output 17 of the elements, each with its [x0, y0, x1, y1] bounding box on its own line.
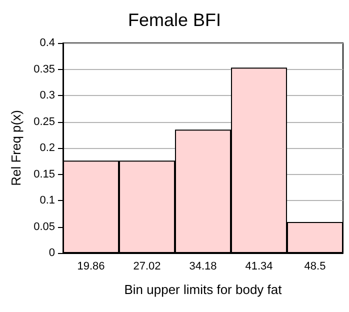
y-tick-label: 0.25 — [34, 116, 55, 128]
chart-title: Female BFI — [128, 10, 222, 30]
x-tick-label: 19.86 — [77, 260, 105, 272]
y-tick-label: 0 — [48, 247, 55, 259]
y-tick-label: 0.1 — [40, 194, 55, 206]
y-tick-label: 0.15 — [34, 168, 55, 180]
x-tick-label: 41.34 — [245, 260, 273, 272]
x-tick-label: 34.18 — [189, 260, 217, 272]
x-tick-label: 48.5 — [304, 260, 326, 272]
y-tick-label: 0.3 — [40, 90, 55, 102]
x-tick-label: 27.02 — [133, 260, 161, 272]
y-tick-label: 0.05 — [34, 220, 55, 233]
y-tick-label: 0.4 — [40, 37, 55, 49]
y-axis-title: Rel Freq p(x) — [8, 110, 24, 186]
y-tick-label: 0.35 — [34, 63, 55, 76]
x-axis-title: Bin upper limits for body fat — [124, 282, 282, 297]
y-tick-label: 0.2 — [40, 142, 55, 154]
